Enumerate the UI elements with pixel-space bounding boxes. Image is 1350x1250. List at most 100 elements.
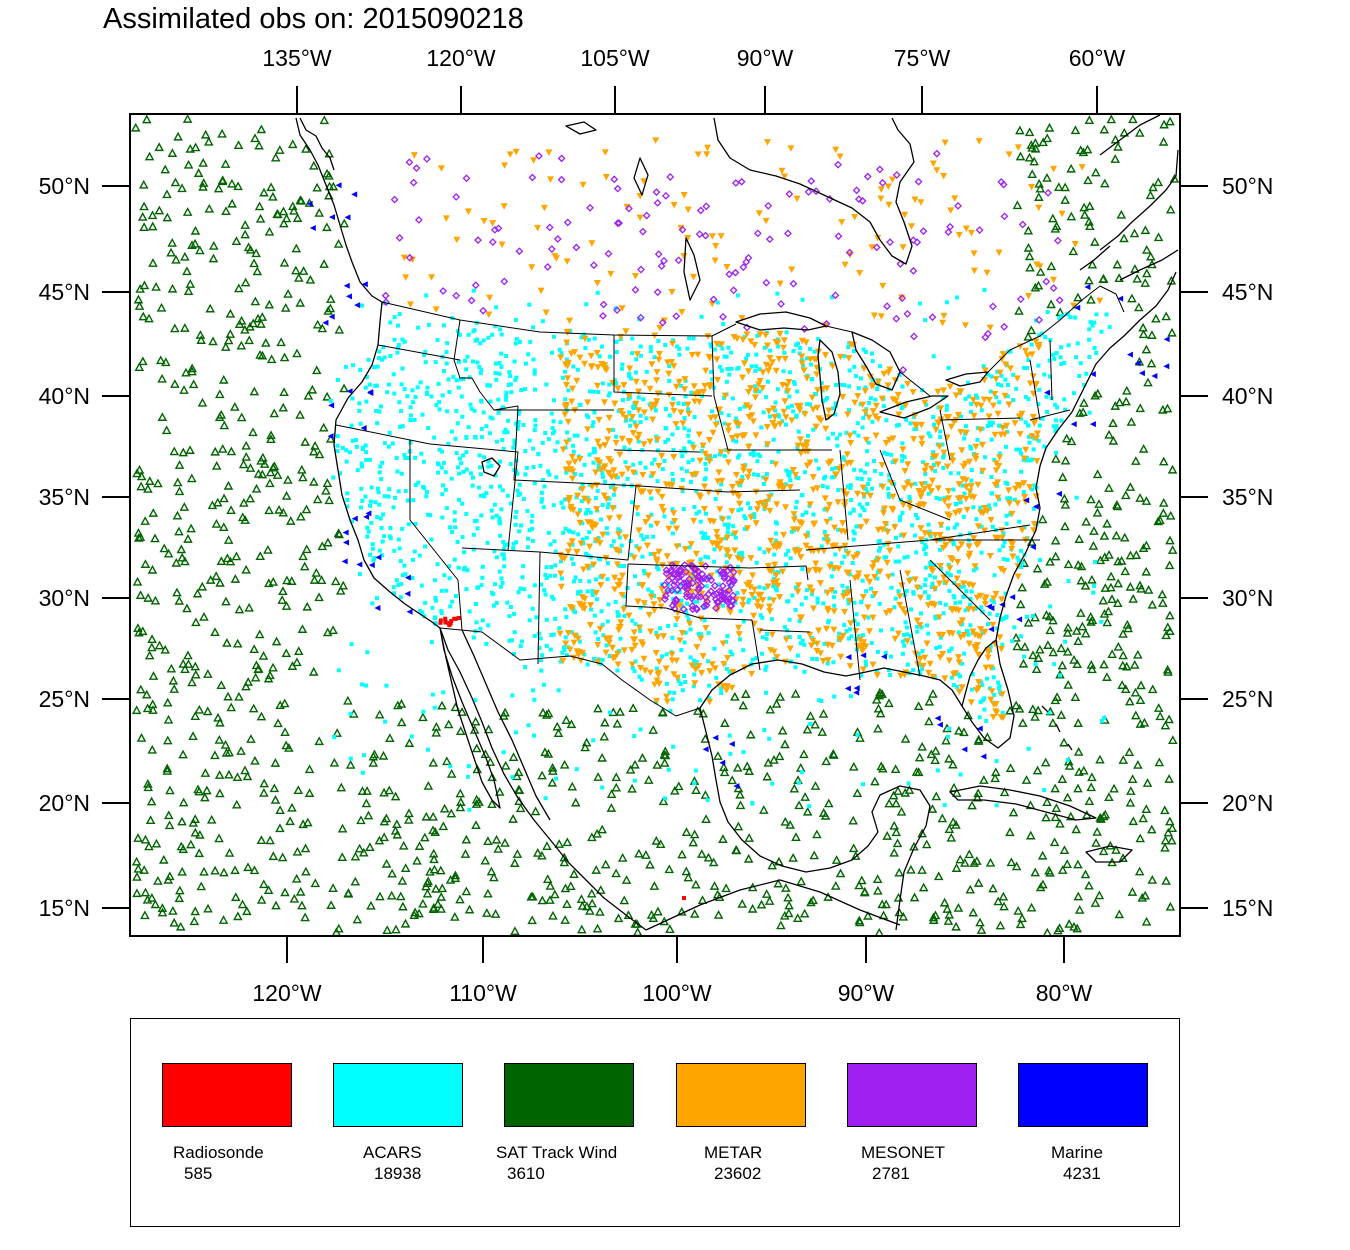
mesonet-marker (553, 235, 562, 243)
metar-marker (977, 626, 985, 633)
acars-marker (725, 530, 730, 535)
sat-wind-marker (874, 927, 884, 936)
acars-marker (513, 317, 518, 322)
acars-marker (366, 357, 371, 362)
sat-wind-marker (250, 133, 260, 143)
acars-marker (793, 607, 798, 612)
sat-wind-marker (283, 288, 293, 298)
acars-marker (544, 617, 549, 622)
metar-marker (829, 363, 837, 370)
metar-marker (745, 468, 753, 476)
acars-marker (911, 590, 916, 595)
acars-marker (763, 690, 768, 695)
acars-marker (521, 564, 526, 569)
sat-wind-marker (1027, 142, 1037, 152)
sat-wind-marker (963, 710, 973, 720)
acars-marker (600, 503, 605, 508)
acars-marker (497, 371, 502, 376)
acars-marker (865, 501, 870, 506)
sat-wind-marker (299, 561, 310, 571)
acars-marker (386, 382, 391, 387)
acars-marker (1004, 614, 1009, 619)
sat-wind-marker (246, 734, 256, 743)
acars-marker (938, 635, 943, 640)
sat-wind-marker (182, 603, 192, 613)
sat-wind-marker (1013, 905, 1023, 915)
metar-marker (809, 486, 817, 494)
sat-wind-marker (790, 688, 801, 698)
metar-marker (651, 681, 659, 689)
sat-wind-marker (1131, 456, 1141, 465)
mesonet-marker (666, 173, 675, 181)
acars-marker (1037, 333, 1042, 338)
sat-wind-marker (486, 866, 497, 876)
sat-wind-marker (317, 541, 328, 551)
sat-wind-marker (369, 749, 380, 759)
sat-wind-marker (611, 782, 622, 792)
sat-wind-marker (250, 755, 260, 765)
sat-wind-marker (232, 772, 243, 782)
metar-marker (945, 495, 953, 502)
sat-wind-marker (334, 324, 345, 334)
sat-wind-marker (302, 601, 313, 611)
metar-marker (615, 531, 623, 538)
metar-marker (916, 622, 924, 629)
metar-marker (909, 389, 917, 396)
metar-marker (653, 398, 661, 405)
metar-marker (721, 392, 729, 400)
metar-marker (850, 554, 858, 561)
acars-marker (349, 519, 354, 524)
sat-wind-marker (337, 852, 348, 861)
metar-marker (577, 540, 585, 547)
sat-wind-marker (240, 229, 250, 239)
acars-marker (659, 654, 664, 659)
acars-marker (514, 540, 519, 545)
acars-marker (399, 471, 404, 476)
sat-wind-marker (1098, 274, 1108, 284)
acars-marker (709, 369, 714, 374)
acars-marker (722, 395, 727, 400)
sat-wind-marker (953, 903, 964, 912)
acars-marker (783, 562, 788, 567)
sat-wind-marker (160, 164, 171, 174)
sat-wind-marker (1161, 630, 1171, 640)
acars-marker (795, 389, 800, 394)
acars-marker (902, 455, 907, 460)
mesonet-marker (488, 238, 497, 247)
acars-marker (607, 710, 612, 715)
sat-wind-marker (764, 896, 775, 905)
sat-wind-marker (1044, 611, 1055, 621)
sat-wind-marker (167, 148, 178, 157)
acars-marker (541, 505, 546, 510)
acars-marker (670, 507, 675, 512)
acars-marker (721, 322, 726, 327)
metar-marker (836, 353, 844, 361)
sat-wind-marker (130, 122, 141, 132)
acars-marker (742, 514, 747, 519)
acars-marker (875, 576, 880, 581)
metar-marker (878, 395, 886, 403)
sat-wind-marker (199, 866, 209, 876)
sat-wind-marker (1094, 890, 1105, 900)
sat-wind-marker (236, 412, 247, 422)
acars-marker (336, 668, 341, 673)
metar-marker (939, 650, 947, 658)
acars-marker (918, 301, 923, 306)
metar-marker (592, 589, 600, 597)
acars-marker (355, 468, 360, 473)
acars-marker (773, 400, 778, 405)
mesonet-marker (696, 206, 705, 215)
acars-marker (1036, 438, 1041, 443)
acars-marker (904, 588, 909, 593)
sat-wind-marker (1063, 559, 1074, 569)
sat-wind-marker (1084, 275, 1094, 285)
metar-marker (723, 655, 731, 662)
acars-marker (553, 549, 558, 554)
sat-wind-marker (363, 810, 374, 820)
acars-marker (376, 490, 381, 495)
acars-marker (544, 575, 549, 580)
mesonet-marker (405, 158, 414, 167)
acars-marker (335, 434, 340, 439)
sat-wind-marker (697, 895, 708, 905)
acars-marker (632, 669, 637, 674)
